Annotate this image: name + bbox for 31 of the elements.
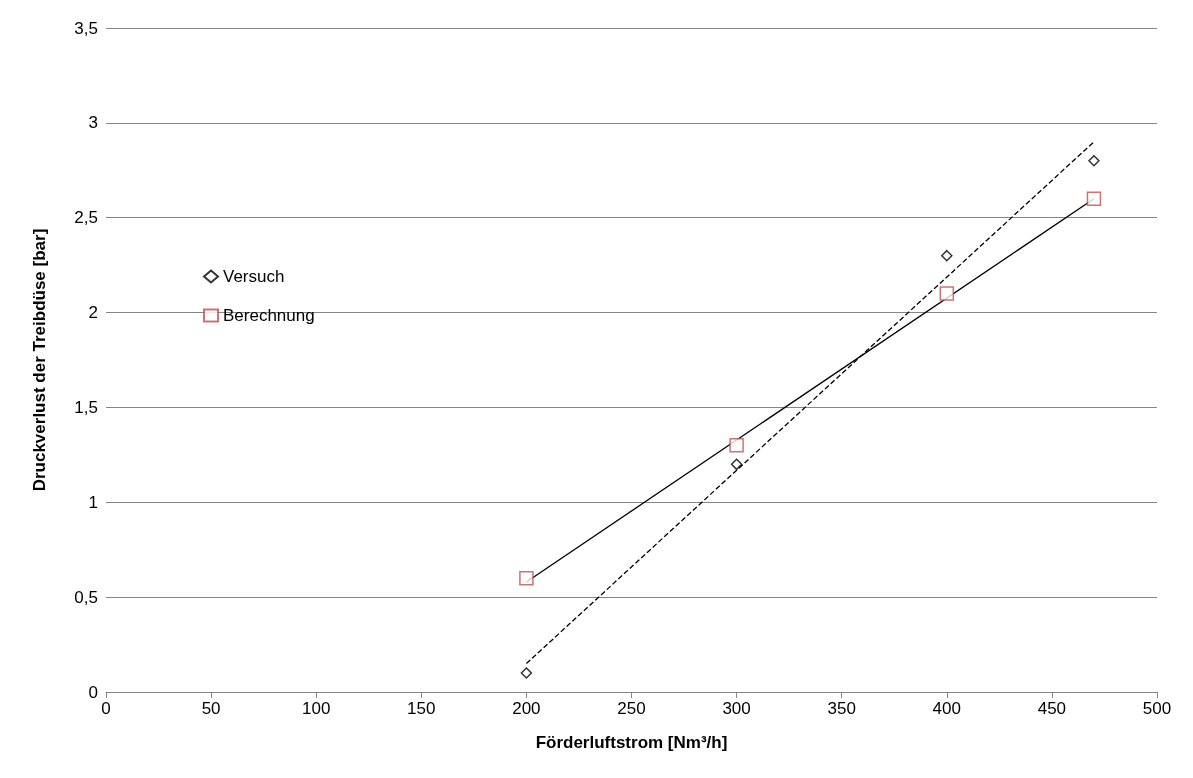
x-tick-label: 250 (617, 699, 646, 718)
point (941, 249, 953, 262)
x-tick-label: 450 (1037, 699, 1067, 718)
x-tick-label: 0 (101, 699, 111, 718)
point (1088, 155, 1100, 167)
x-tick-label: 350 (827, 699, 856, 718)
y-tick-label: 0 (88, 682, 98, 702)
point (1086, 191, 1102, 206)
x-tick-label: 300 (722, 699, 751, 718)
point (520, 667, 533, 679)
point (730, 458, 743, 471)
point (939, 286, 955, 301)
y-tick-label: 3 (88, 113, 98, 133)
legend-label: Versuch (223, 267, 285, 286)
point (519, 570, 534, 586)
x-tick-label: 400 (932, 699, 961, 718)
y-tick-label: 0,5 (74, 587, 98, 607)
y-tick-label: 1 (88, 492, 98, 512)
y-axis-title: Druckverlust der Treibdüse [bar] (30, 228, 49, 492)
y-tick-label: 3,5 (74, 18, 98, 38)
legend-label: Berechnung (223, 306, 315, 325)
x-tick-label: 200 (512, 699, 541, 718)
x-tick-label: 50 (201, 699, 221, 718)
x-axis-title: Förderluftstrom [Nm³/h] (535, 733, 728, 752)
x-tick-label: 100 (302, 699, 331, 718)
y-tick-label: 2 (88, 303, 98, 323)
x-tick-label: 500 (1142, 699, 1172, 718)
x-tick-label: 150 (407, 699, 436, 718)
y-tick-label: 1,5 (74, 397, 98, 417)
point (729, 438, 744, 453)
y-tick-label: 2,5 (74, 208, 98, 228)
